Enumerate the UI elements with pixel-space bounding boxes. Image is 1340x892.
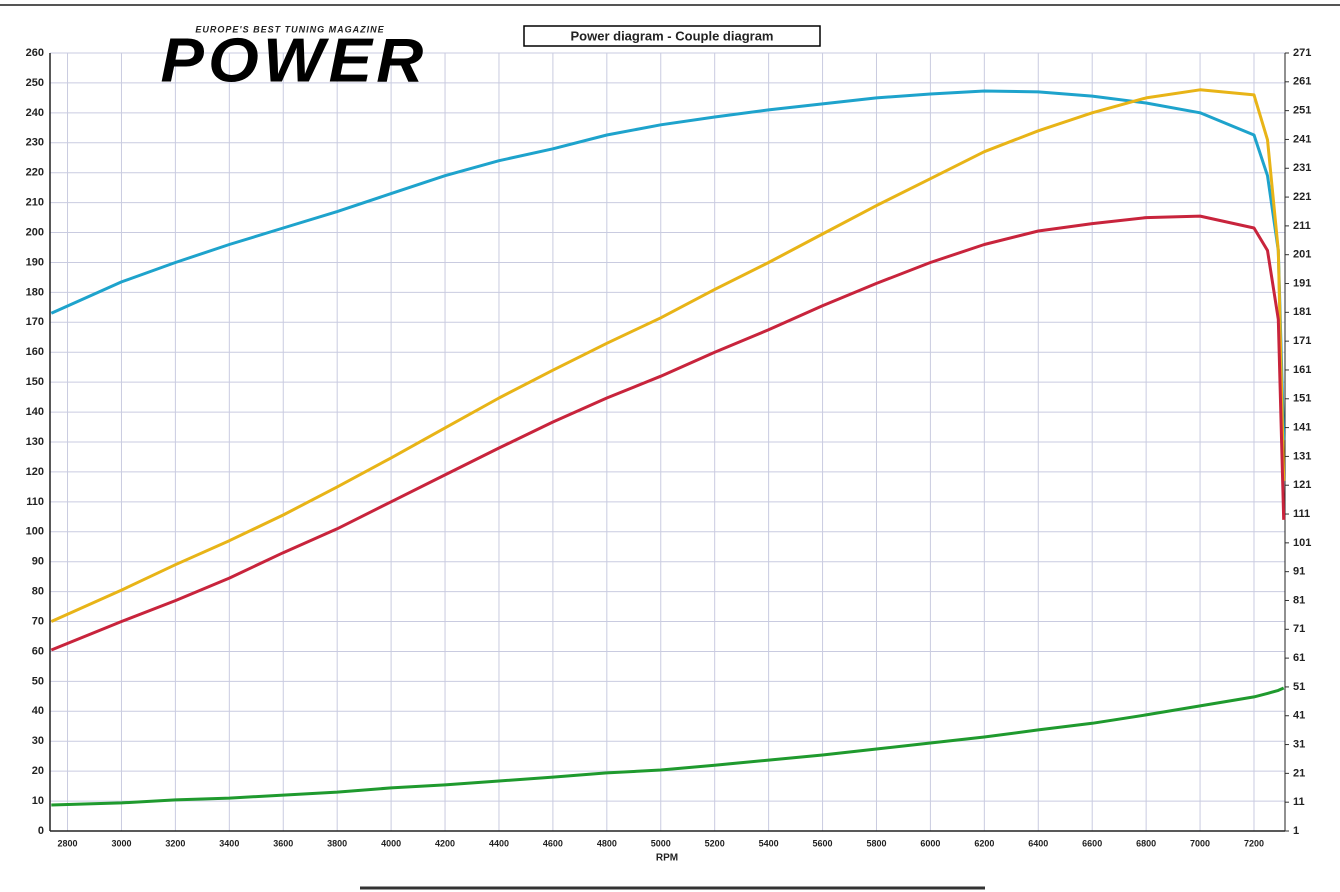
y-tick-label: 30	[32, 735, 44, 747]
y2-tick-label: 221	[1293, 191, 1311, 203]
y-tick-label: 210	[26, 197, 44, 209]
y2-tick-label: 111	[1293, 508, 1310, 520]
y-tick-label: 70	[32, 615, 44, 627]
y-tick-label: 200	[26, 226, 44, 238]
y-tick-label: 20	[32, 765, 44, 777]
x-tick-label: 3200	[165, 838, 185, 848]
x-tick-label: 3600	[273, 838, 293, 848]
series-line	[51, 686, 1285, 807]
x-tick-label: 5400	[759, 838, 779, 848]
y-tick-label: 160	[26, 346, 44, 358]
y2-tick-label: 251	[1293, 105, 1311, 117]
y-tick-label: 230	[26, 137, 44, 149]
title-box	[523, 25, 821, 47]
x-tick-label: 3000	[111, 838, 131, 848]
y2-tick-label: 141	[1293, 421, 1311, 433]
chart-title: Power diagram - Couple diagram	[571, 28, 774, 43]
x-tick-label: 7200	[1244, 838, 1264, 848]
y-tick-label: 10	[32, 795, 44, 807]
y2-tick-label: 121	[1293, 479, 1311, 491]
y-tick-label: 240	[26, 107, 44, 119]
x-tick-label: 4400	[489, 838, 509, 848]
y-tick-label: 250	[26, 77, 44, 89]
y2-tick-label: 231	[1293, 162, 1311, 174]
x-tick-label: 4200	[435, 838, 455, 848]
x-tick-label: 3400	[219, 838, 239, 848]
x-tick-label: 6800	[1136, 838, 1156, 848]
y2-tick-label: 11	[1293, 796, 1305, 808]
y-tick-label: 50	[32, 675, 44, 687]
y2-tick-label: 31	[1293, 738, 1305, 750]
x-tick-label: 5600	[813, 838, 833, 848]
y-tick-label: 260	[26, 47, 44, 59]
y2-tick-label: 211	[1293, 220, 1311, 232]
y2-tick-label: 91	[1293, 566, 1305, 578]
y2-tick-label: 181	[1293, 306, 1311, 318]
y-tick-label: 110	[26, 496, 44, 508]
y-tick-label: 190	[26, 256, 44, 268]
y2-tick-label: 191	[1293, 277, 1311, 289]
y2-tick-label: 81	[1293, 594, 1305, 606]
x-tick-label: 6000	[920, 838, 940, 848]
y2-tick-label: 161	[1293, 364, 1311, 376]
y2-tick-label: 21	[1293, 767, 1305, 779]
y2-tick-label: 1	[1293, 825, 1299, 837]
y-tick-label: 100	[26, 526, 44, 538]
x-tick-label: 4000	[381, 838, 401, 848]
y2-tick-label: 171	[1293, 335, 1311, 347]
y2-tick-label: 271	[1293, 47, 1311, 59]
y2-tick-label: 151	[1293, 393, 1311, 405]
y-tick-label: 150	[26, 376, 44, 388]
y-tick-label: 80	[32, 586, 44, 598]
y2-tick-label: 201	[1293, 249, 1311, 261]
y-tick-label: 90	[32, 556, 44, 568]
y-tick-label: 170	[26, 316, 44, 328]
y-tick-label: 130	[26, 436, 44, 448]
y-tick-label: 60	[32, 645, 44, 657]
x-tick-label: 6600	[1082, 838, 1102, 848]
x-tick-label: 6200	[974, 838, 994, 848]
y-tick-label: 120	[26, 466, 44, 478]
y2-tick-label: 131	[1293, 450, 1311, 462]
y2-tick-label: 241	[1293, 133, 1311, 145]
y-tick-label: 220	[26, 167, 44, 179]
x-tick-label: 4800	[597, 838, 617, 848]
y2-tick-label: 51	[1293, 681, 1305, 693]
y2-tick-label: 61	[1293, 652, 1305, 664]
series-line	[50, 88, 1286, 623]
y-tick-label: 140	[26, 406, 44, 418]
series-line	[50, 214, 1286, 652]
x-tick-label: 7000	[1190, 838, 1210, 848]
y2-tick-label: 101	[1293, 537, 1311, 549]
x-tick-label: 3800	[327, 838, 347, 848]
x-tick-label: 5200	[705, 838, 725, 848]
y-tick-label: 180	[26, 286, 44, 298]
y2-tick-label: 71	[1293, 623, 1305, 635]
y2-tick-label: 261	[1293, 76, 1311, 88]
y-tick-label: 40	[32, 705, 44, 717]
x-tick-label: 5800	[866, 838, 886, 848]
x-axis-label: RPM	[656, 853, 678, 864]
y2-tick-label: 41	[1293, 710, 1305, 722]
x-tick-label: 6400	[1028, 838, 1048, 848]
logo-tagline: EUROPE'S BEST TUNING MAGAZINE	[195, 24, 384, 34]
x-tick-label: 4600	[543, 838, 563, 848]
y-tick-label: 0	[38, 825, 44, 837]
x-tick-label: 2800	[58, 838, 78, 848]
plot-area: 0102030405060708090100110120130140150160…	[26, 47, 1312, 848]
series-line	[50, 89, 1286, 440]
logo-name: POWER	[161, 26, 428, 95]
x-tick-label: 5000	[651, 838, 671, 848]
